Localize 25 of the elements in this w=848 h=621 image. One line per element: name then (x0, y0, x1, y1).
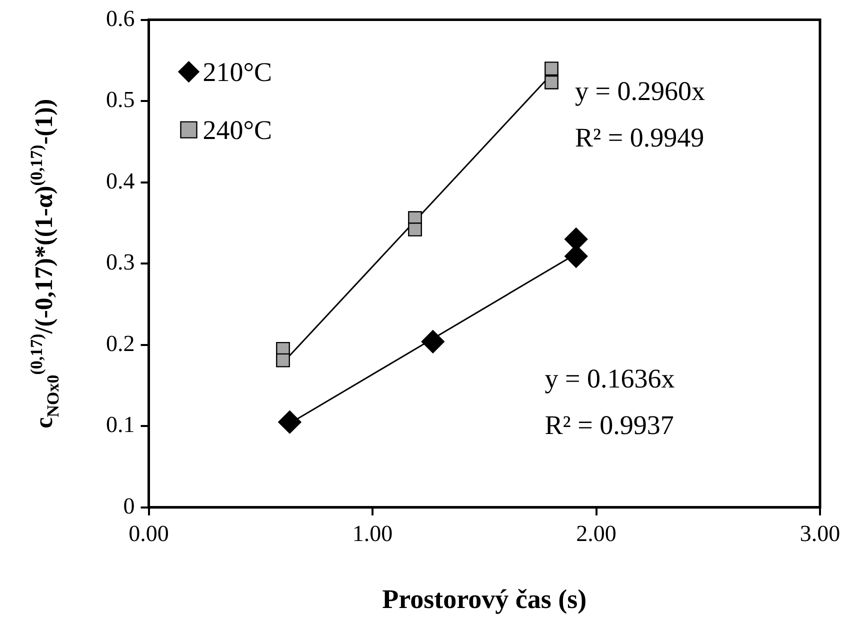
annotation: y = 0.1636x (544, 364, 676, 394)
point (421, 330, 445, 354)
y-tick-label: 0 (123, 493, 135, 518)
point (278, 410, 302, 434)
annotation: y = 0.2960x (574, 76, 706, 106)
y-tick-label: 0.2 (106, 330, 135, 356)
annotation: R² = 0.9949 (574, 122, 704, 152)
legend-label: 240°C (202, 114, 272, 145)
x-tick-label: 2.00 (576, 521, 616, 546)
point (408, 222, 422, 236)
x-tick-label: 3.00 (800, 521, 840, 546)
point (544, 75, 558, 90)
x-tick-label: 1.00 (352, 521, 393, 546)
legend-label: 210°C (202, 56, 272, 87)
y-tick-label: 0.4 (106, 168, 136, 194)
y-axis-title: cNOx0(0,17)/(-0,17)*((1-α)(0,17)-(1)) (27, 98, 62, 428)
y-tick-label: 0.3 (106, 250, 135, 275)
annotation: R² = 0.9937 (544, 410, 674, 440)
x-axis-title: Prostorový čas (s) (382, 584, 587, 614)
point (276, 353, 290, 368)
x-tick-label: 0.00 (128, 521, 169, 546)
y-tick-label: 0.1 (106, 412, 135, 438)
y-tick-label: 0.6 (106, 6, 135, 31)
y-tick-label: 0.5 (106, 87, 135, 112)
point (544, 62, 558, 76)
